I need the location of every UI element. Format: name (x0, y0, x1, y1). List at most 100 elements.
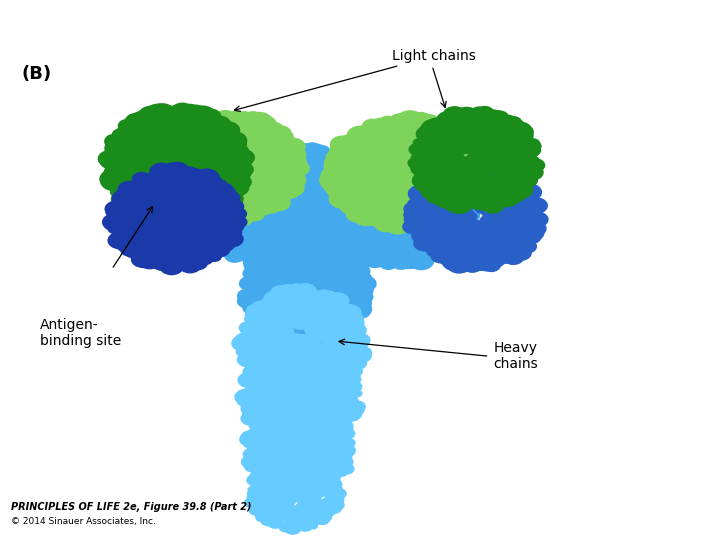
Circle shape (338, 338, 352, 348)
Circle shape (451, 202, 472, 217)
Circle shape (279, 204, 293, 214)
Circle shape (333, 298, 346, 307)
Circle shape (251, 178, 271, 192)
Circle shape (511, 169, 527, 180)
Circle shape (304, 477, 315, 485)
Circle shape (268, 324, 289, 339)
Circle shape (355, 145, 369, 155)
Circle shape (293, 215, 302, 222)
Circle shape (279, 299, 292, 307)
Circle shape (209, 180, 224, 191)
Circle shape (152, 226, 166, 236)
Circle shape (246, 428, 264, 440)
Circle shape (191, 174, 210, 188)
Circle shape (114, 151, 138, 168)
Circle shape (379, 226, 395, 238)
Circle shape (444, 124, 464, 138)
Circle shape (230, 178, 246, 188)
Circle shape (255, 165, 269, 176)
Circle shape (347, 245, 372, 262)
Circle shape (335, 445, 346, 453)
Circle shape (323, 355, 342, 369)
Circle shape (264, 336, 284, 351)
Circle shape (176, 181, 195, 195)
Circle shape (302, 416, 312, 424)
Circle shape (243, 448, 262, 461)
Circle shape (266, 125, 292, 143)
Circle shape (287, 163, 299, 171)
Circle shape (278, 465, 294, 477)
Circle shape (300, 463, 313, 472)
Circle shape (212, 243, 224, 251)
Circle shape (271, 399, 292, 413)
Circle shape (261, 426, 275, 435)
Circle shape (197, 180, 223, 199)
Circle shape (333, 223, 349, 235)
Circle shape (355, 177, 379, 193)
Circle shape (253, 350, 269, 361)
Circle shape (315, 412, 328, 422)
Circle shape (294, 260, 312, 273)
Circle shape (371, 200, 389, 213)
Circle shape (405, 217, 431, 235)
Circle shape (222, 187, 240, 200)
Circle shape (258, 374, 271, 383)
Circle shape (152, 135, 175, 151)
Circle shape (276, 182, 294, 194)
Circle shape (229, 133, 243, 143)
Circle shape (281, 438, 293, 447)
Circle shape (169, 145, 189, 159)
Circle shape (184, 148, 199, 159)
Circle shape (274, 439, 282, 446)
Circle shape (202, 198, 219, 210)
Circle shape (348, 187, 361, 197)
Circle shape (336, 272, 346, 280)
Circle shape (481, 198, 504, 214)
Circle shape (489, 176, 508, 189)
Circle shape (451, 260, 462, 268)
Circle shape (187, 125, 211, 142)
Circle shape (274, 383, 291, 395)
Circle shape (199, 158, 222, 176)
Circle shape (433, 165, 446, 174)
Circle shape (320, 201, 337, 213)
Circle shape (485, 138, 508, 153)
Circle shape (174, 180, 196, 196)
Circle shape (271, 194, 284, 203)
Circle shape (393, 170, 412, 184)
Circle shape (267, 210, 285, 222)
Circle shape (323, 297, 338, 308)
Circle shape (346, 157, 360, 167)
Circle shape (429, 160, 453, 177)
Circle shape (210, 181, 221, 188)
Circle shape (193, 179, 217, 195)
Circle shape (428, 201, 438, 209)
Circle shape (221, 184, 240, 197)
Circle shape (247, 493, 259, 502)
Circle shape (325, 164, 341, 176)
Circle shape (399, 118, 418, 131)
Circle shape (467, 186, 481, 195)
Circle shape (307, 161, 322, 172)
Circle shape (321, 214, 345, 231)
Circle shape (348, 201, 369, 217)
Circle shape (500, 248, 523, 264)
Circle shape (328, 200, 347, 214)
Circle shape (297, 310, 321, 328)
Circle shape (486, 123, 503, 136)
Circle shape (145, 199, 157, 207)
Circle shape (482, 176, 496, 186)
Circle shape (292, 407, 311, 421)
Circle shape (323, 432, 334, 440)
Circle shape (282, 489, 290, 495)
Circle shape (246, 116, 262, 127)
Circle shape (295, 478, 310, 488)
Circle shape (448, 226, 472, 242)
Circle shape (248, 486, 258, 493)
Circle shape (328, 491, 340, 500)
Circle shape (207, 186, 228, 201)
Circle shape (274, 387, 295, 402)
Circle shape (268, 427, 282, 437)
Circle shape (327, 267, 340, 275)
Circle shape (282, 210, 293, 217)
